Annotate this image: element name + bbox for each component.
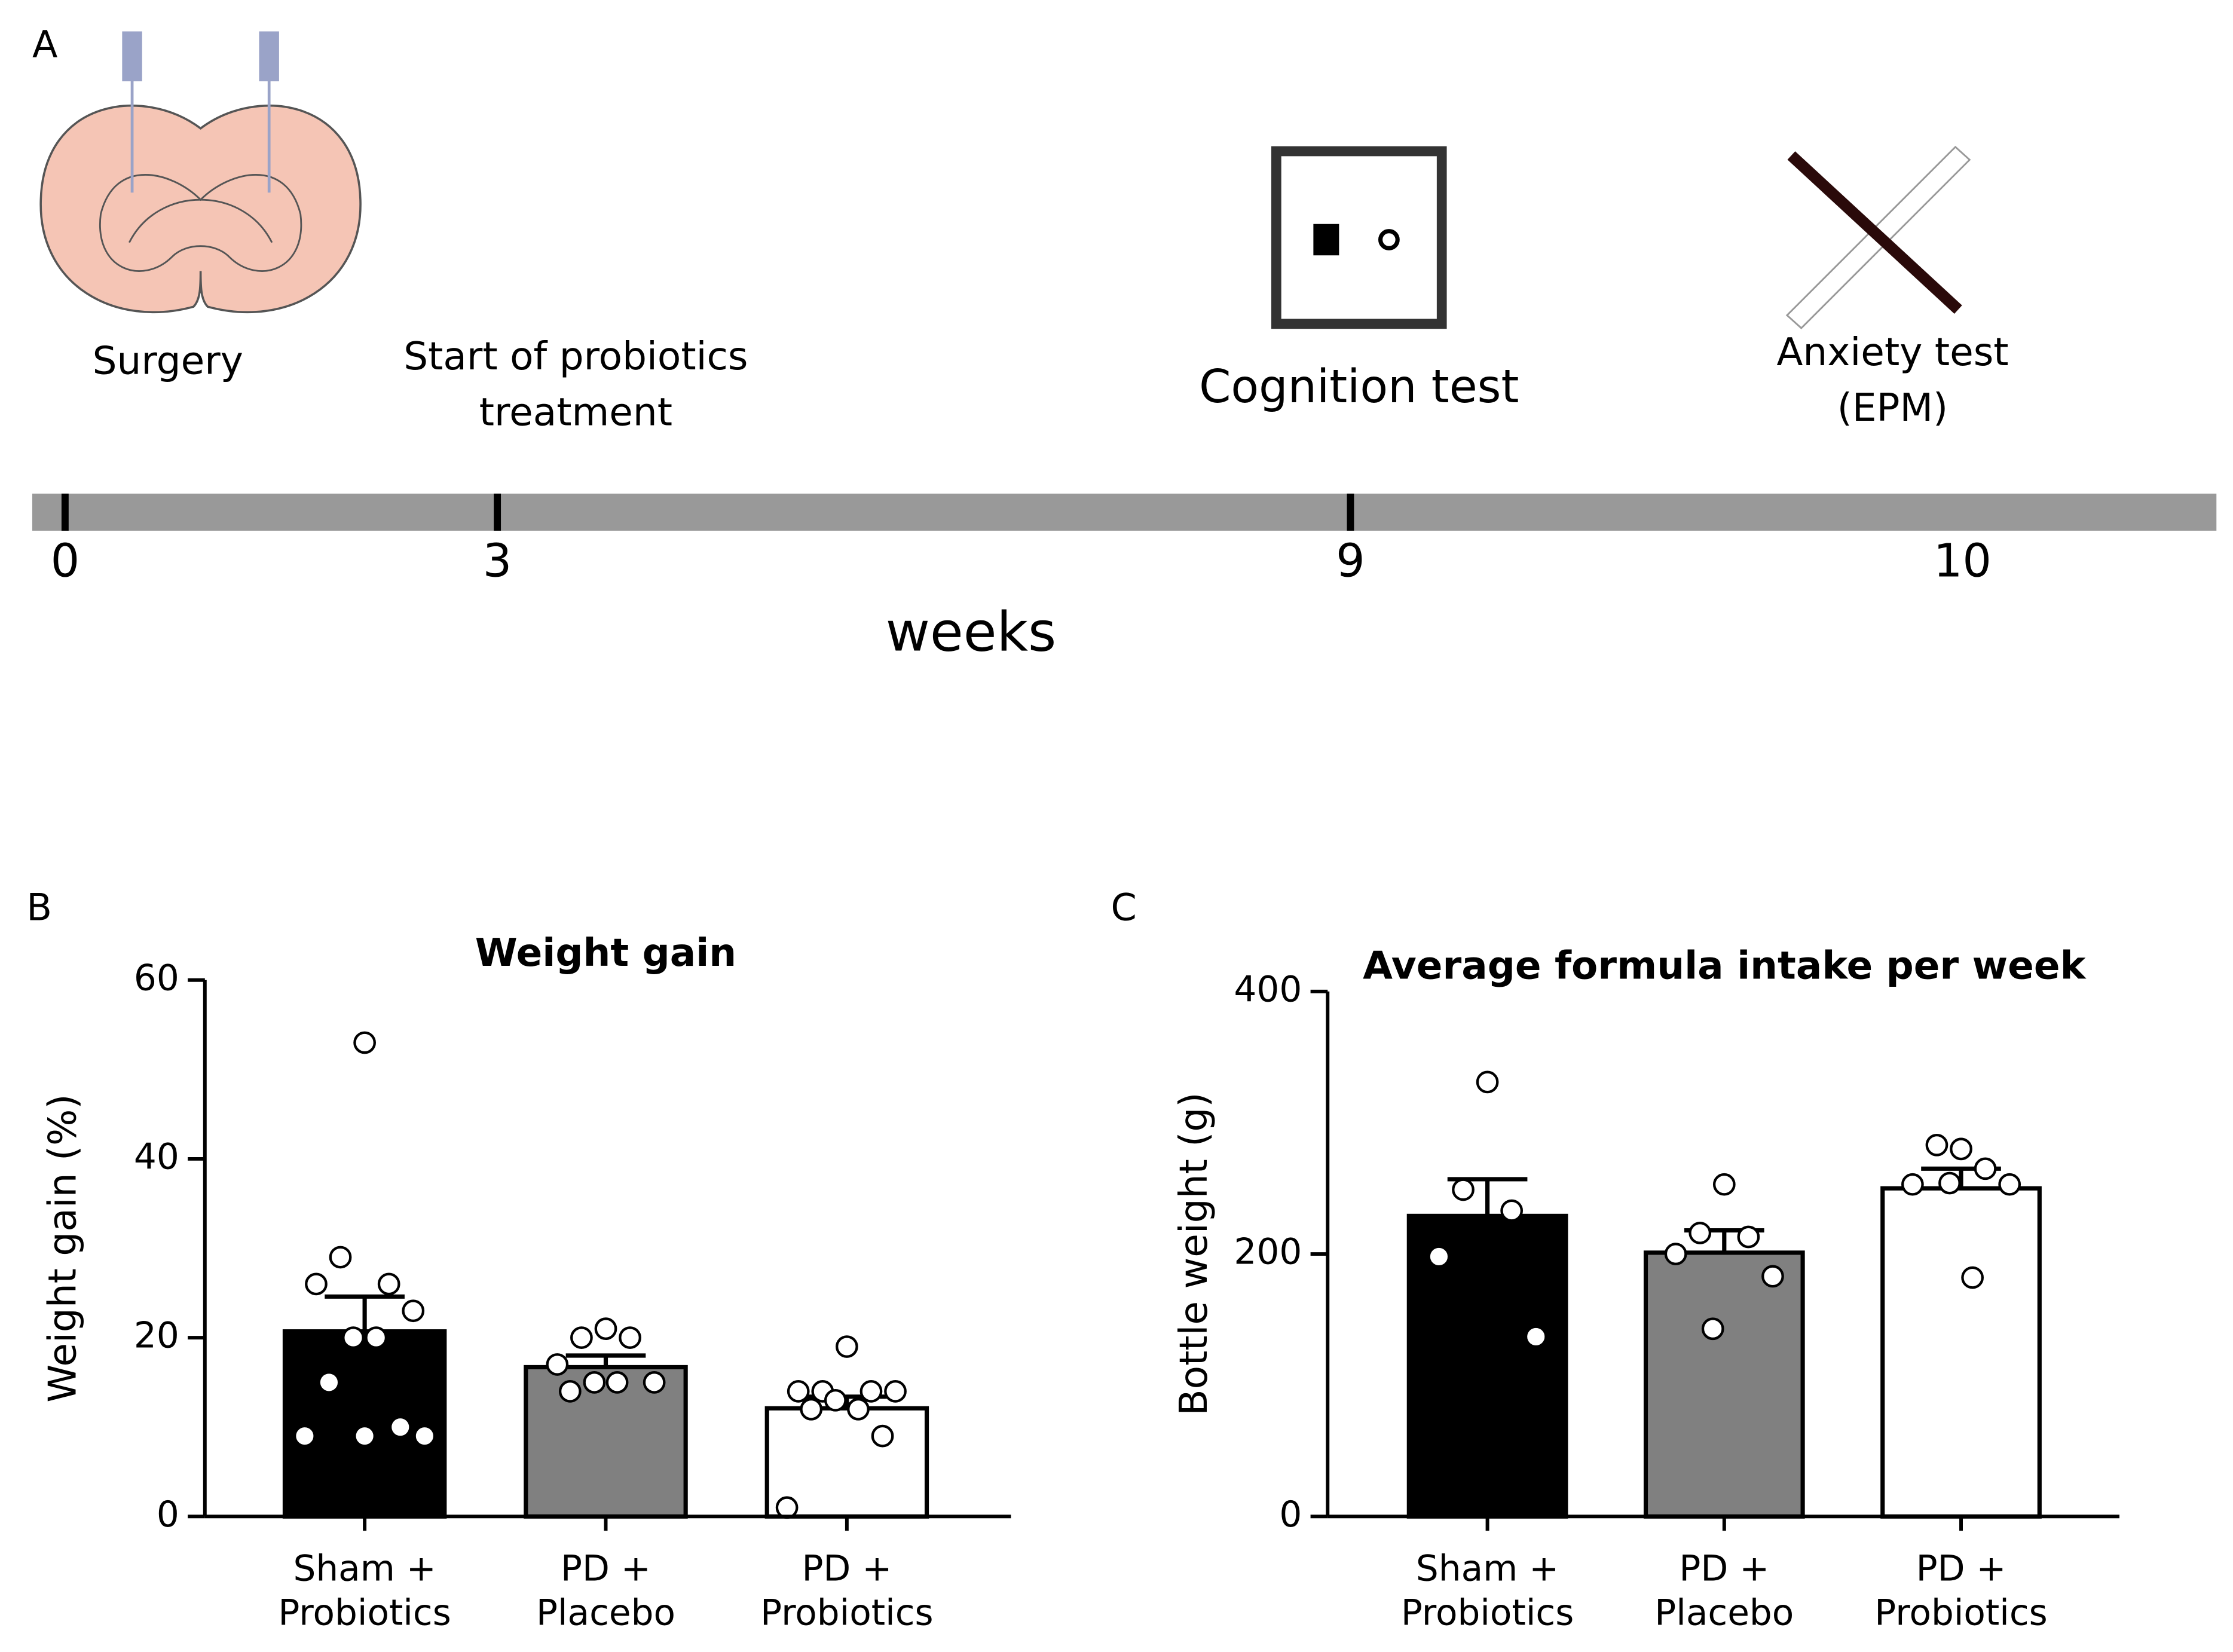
data-point bbox=[1938, 1171, 1961, 1195]
x-tick-label: Probiotics bbox=[1874, 1593, 2047, 1634]
x-tick-label: PD + bbox=[561, 1549, 651, 1590]
data-point bbox=[836, 1335, 858, 1358]
data-point bbox=[1950, 1137, 1972, 1161]
x-tick-label: Placebo bbox=[1654, 1593, 1794, 1634]
y-tick-label: 0 bbox=[1279, 1494, 1302, 1535]
panel-label: C bbox=[1111, 886, 1136, 929]
x-tick-label: PD + bbox=[1679, 1549, 1769, 1590]
event-label: Cognition test bbox=[1199, 360, 1519, 414]
data-point bbox=[1701, 1317, 1724, 1341]
data-point bbox=[1476, 1070, 1499, 1094]
data-point bbox=[1737, 1225, 1760, 1249]
timeline-bar bbox=[32, 493, 2217, 531]
data-point bbox=[329, 1246, 352, 1269]
data-point bbox=[859, 1379, 883, 1403]
timeline-axis-label: weeks bbox=[886, 601, 1057, 663]
data-point bbox=[871, 1424, 894, 1448]
chart-title: Average formula intake per week bbox=[1363, 943, 2087, 988]
data-point bbox=[1761, 1265, 1784, 1288]
chart-title: Weight gain bbox=[475, 931, 736, 975]
event-label: (EPM) bbox=[1837, 386, 1948, 430]
data-point bbox=[1712, 1173, 1736, 1196]
data-point bbox=[546, 1353, 569, 1376]
data-point bbox=[389, 1415, 412, 1439]
bar bbox=[1880, 1186, 2042, 1519]
timeline: Surgery Start of probiotics treatment Cogni… bbox=[51, 330, 2009, 663]
data-point bbox=[824, 1388, 847, 1412]
data-point bbox=[293, 1424, 316, 1448]
panel-label: B bbox=[26, 886, 52, 929]
data-point bbox=[1664, 1243, 1687, 1265]
data-point bbox=[1688, 1222, 1712, 1244]
timeline-tick-label: 0 bbox=[51, 534, 80, 588]
data-point bbox=[353, 1424, 376, 1448]
data-point bbox=[619, 1326, 641, 1349]
event-label: Anxiety test bbox=[1776, 330, 2008, 375]
timeline-tick bbox=[1347, 493, 1354, 531]
event-label: Start of probiotics bbox=[403, 334, 748, 379]
data-point bbox=[1427, 1245, 1451, 1268]
x-tick-label: Probiotics bbox=[278, 1593, 451, 1634]
data-point bbox=[787, 1379, 810, 1403]
bar bbox=[1643, 1250, 1805, 1519]
data-point bbox=[800, 1397, 823, 1421]
timeline-tick-label: 3 bbox=[483, 534, 512, 588]
y-axis-label: Weight gain (%) bbox=[40, 1094, 85, 1402]
data-point bbox=[1974, 1157, 1997, 1180]
data-point bbox=[570, 1326, 593, 1349]
data-point bbox=[353, 1031, 376, 1054]
data-point bbox=[402, 1299, 425, 1323]
event-label: treatment bbox=[479, 390, 672, 435]
data-point bbox=[365, 1326, 388, 1349]
data-point bbox=[1452, 1178, 1475, 1201]
timeline-tick bbox=[494, 493, 501, 531]
x-tick-label: PD + bbox=[1916, 1549, 2006, 1590]
y-tick-label: 20 bbox=[134, 1316, 179, 1357]
timeline-tick bbox=[61, 493, 69, 531]
timeline-tick-label: 9 bbox=[1336, 534, 1365, 588]
x-tick-label: Sham + bbox=[293, 1549, 436, 1590]
x-tick-label: Probiotics bbox=[760, 1593, 933, 1634]
y-tick-label: 40 bbox=[134, 1137, 179, 1178]
data-point bbox=[775, 1496, 799, 1519]
event-label: Surgery bbox=[93, 338, 243, 383]
data-point bbox=[884, 1379, 907, 1403]
x-tick-label: Probiotics bbox=[1401, 1593, 1574, 1634]
data-point bbox=[1500, 1199, 1524, 1222]
data-point bbox=[583, 1371, 606, 1394]
y-tick-label: 400 bbox=[1234, 969, 1302, 1010]
bar-chart: Average formula intake per week Bottle we… bbox=[1171, 943, 2119, 1634]
data-point bbox=[1901, 1173, 1924, 1196]
y-tick-label: 60 bbox=[134, 957, 179, 999]
x-tick-label: PD + bbox=[802, 1549, 892, 1590]
data-point bbox=[605, 1371, 629, 1394]
data-point bbox=[1961, 1266, 1984, 1289]
data-point bbox=[317, 1371, 341, 1394]
bar bbox=[282, 1329, 447, 1519]
data-point bbox=[847, 1397, 870, 1421]
epm-icon bbox=[1785, 145, 1971, 329]
data-point bbox=[342, 1326, 365, 1349]
data-point bbox=[643, 1371, 666, 1394]
timeline-tick-label: 10 bbox=[1934, 534, 1992, 588]
cognition-icon bbox=[1271, 146, 1447, 329]
data-point bbox=[305, 1272, 328, 1296]
data-point bbox=[413, 1424, 436, 1448]
data-point bbox=[1925, 1133, 1948, 1157]
y-tick-label: 200 bbox=[1234, 1232, 1302, 1273]
data-point bbox=[1998, 1173, 2021, 1196]
data-point bbox=[594, 1317, 617, 1340]
data-point bbox=[377, 1272, 400, 1296]
x-tick-label: Placebo bbox=[536, 1593, 675, 1634]
x-tick-label: Sham + bbox=[1416, 1549, 1559, 1590]
panel-label: A bbox=[32, 22, 57, 66]
data-point bbox=[1524, 1325, 1547, 1348]
y-tick-label: 0 bbox=[157, 1494, 179, 1535]
data-point bbox=[558, 1379, 582, 1403]
y-axis-label: Bottle weight (g) bbox=[1171, 1092, 1216, 1415]
brain-icon bbox=[39, 31, 362, 313]
